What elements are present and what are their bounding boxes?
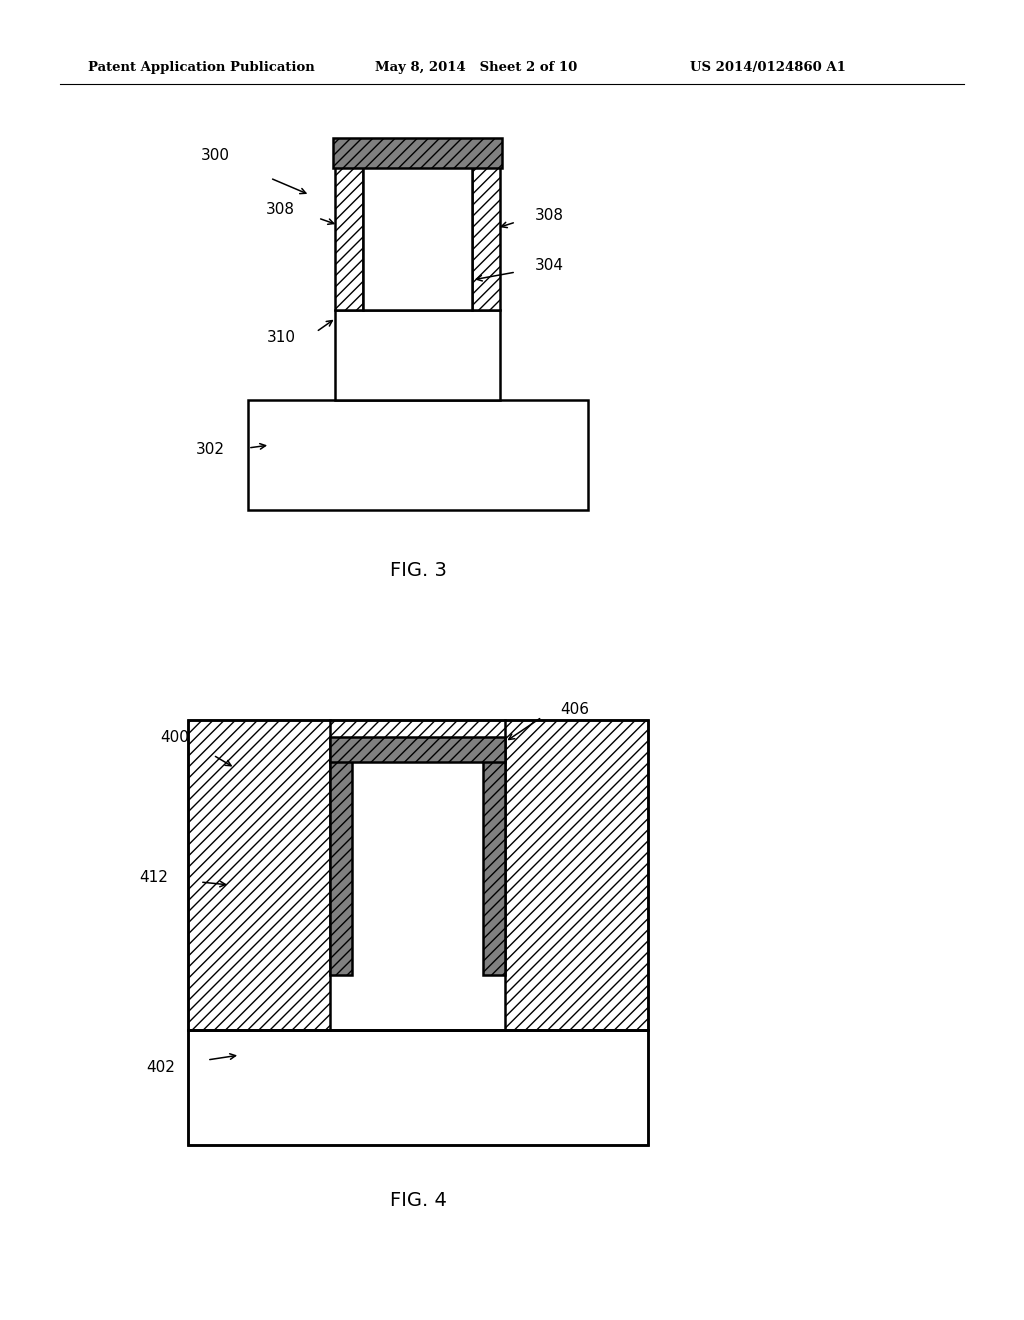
Text: 412: 412 — [139, 870, 168, 886]
Bar — [330, 737, 505, 762]
Bar — [335, 310, 500, 400]
Text: 302: 302 — [196, 442, 225, 458]
Bar — [330, 760, 352, 975]
Bar — [362, 165, 472, 310]
Text: May 8, 2014   Sheet 2 of 10: May 8, 2014 Sheet 2 of 10 — [375, 62, 578, 74]
Text: 308: 308 — [535, 207, 564, 223]
Bar — [483, 760, 505, 975]
Text: FIG. 4: FIG. 4 — [389, 1191, 446, 1209]
Text: US 2014/0124860 A1: US 2014/0124860 A1 — [690, 62, 846, 74]
Text: 304: 304 — [535, 257, 564, 272]
Bar — [330, 760, 505, 1030]
Bar — [188, 1030, 648, 1144]
Text: 308: 308 — [266, 202, 295, 218]
Text: FIG. 3: FIG. 3 — [389, 561, 446, 579]
Bar — [188, 719, 648, 1030]
Bar — [188, 1030, 648, 1144]
Text: 400: 400 — [161, 730, 189, 746]
Bar — [188, 719, 648, 1030]
Bar — [333, 139, 502, 168]
Bar — [248, 400, 588, 510]
Text: 402: 402 — [146, 1060, 175, 1076]
Text: Patent Application Publication: Patent Application Publication — [88, 62, 314, 74]
Text: 300: 300 — [201, 148, 229, 162]
Bar — [472, 165, 500, 310]
Text: 310: 310 — [267, 330, 296, 346]
Bar — [335, 165, 362, 310]
Text: 406: 406 — [560, 702, 589, 718]
